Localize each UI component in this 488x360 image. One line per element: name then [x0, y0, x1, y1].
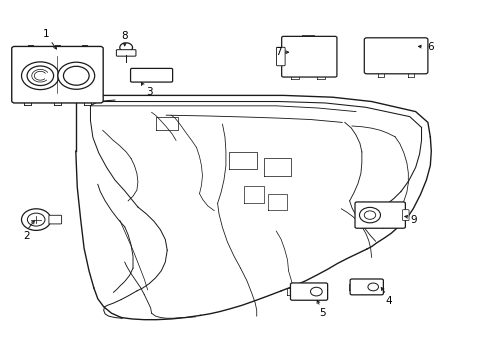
FancyBboxPatch shape [130, 68, 172, 82]
Circle shape [120, 43, 132, 52]
Circle shape [367, 283, 378, 291]
Text: 9: 9 [409, 215, 416, 225]
FancyBboxPatch shape [354, 202, 405, 228]
Text: 8: 8 [121, 31, 128, 41]
Text: 5: 5 [319, 308, 325, 318]
FancyBboxPatch shape [281, 36, 336, 77]
Circle shape [21, 62, 59, 90]
FancyBboxPatch shape [364, 38, 427, 74]
FancyBboxPatch shape [290, 283, 327, 300]
Circle shape [21, 209, 51, 230]
Text: 1: 1 [43, 29, 50, 39]
Circle shape [27, 66, 54, 86]
Circle shape [58, 62, 95, 89]
FancyBboxPatch shape [276, 47, 285, 66]
Text: 2: 2 [23, 231, 30, 241]
FancyBboxPatch shape [12, 46, 103, 103]
FancyBboxPatch shape [402, 210, 408, 220]
Circle shape [310, 287, 322, 296]
Circle shape [364, 211, 375, 219]
Circle shape [359, 207, 380, 223]
Text: 6: 6 [426, 42, 433, 52]
Text: 3: 3 [145, 87, 152, 97]
FancyBboxPatch shape [349, 279, 383, 295]
Text: 4: 4 [385, 296, 391, 306]
FancyBboxPatch shape [116, 50, 136, 56]
Text: 7: 7 [275, 47, 282, 57]
FancyBboxPatch shape [49, 215, 61, 224]
Circle shape [63, 66, 89, 85]
Circle shape [27, 213, 45, 226]
